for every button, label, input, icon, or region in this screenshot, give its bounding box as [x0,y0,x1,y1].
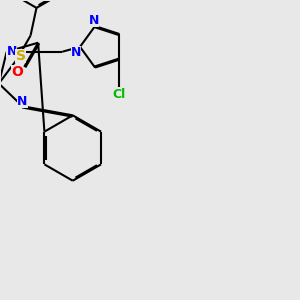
Text: N: N [7,45,17,58]
Text: O: O [11,65,23,79]
Text: N: N [17,95,28,108]
Text: N: N [71,46,81,59]
Text: S: S [16,49,26,63]
Text: N: N [89,14,99,27]
Text: Cl: Cl [113,88,126,101]
